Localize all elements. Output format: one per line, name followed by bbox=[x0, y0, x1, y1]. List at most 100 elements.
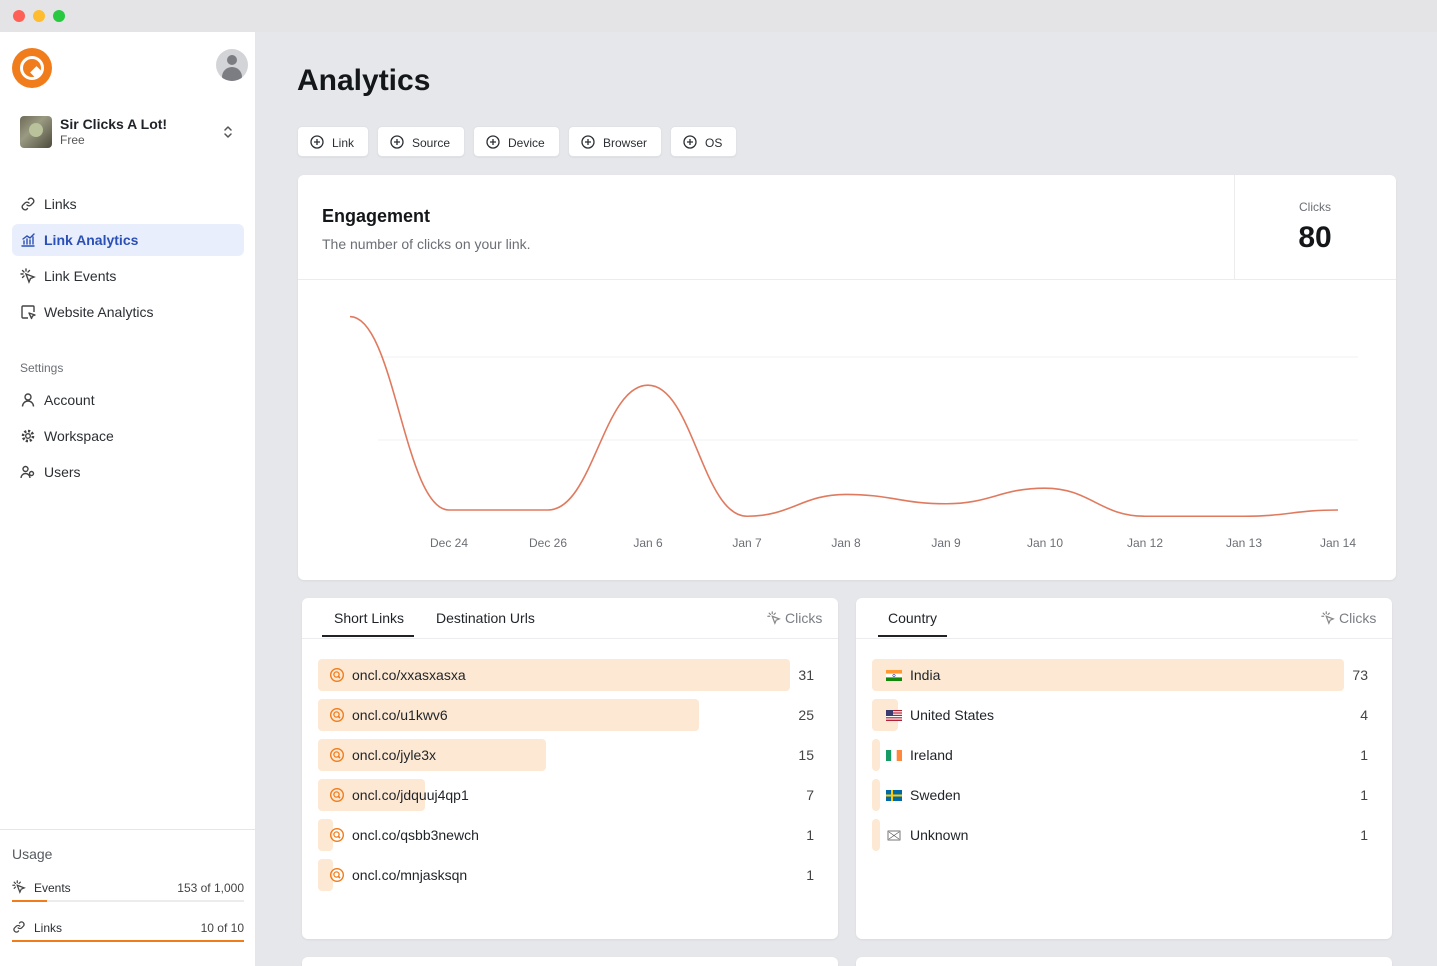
plus-circle-icon bbox=[581, 135, 595, 149]
x-tick-label: Dec 24 bbox=[430, 536, 468, 550]
sidebar-item-account[interactable]: Account bbox=[12, 384, 244, 416]
usage-links-label: Links bbox=[34, 921, 63, 935]
workspace-switcher[interactable]: Sir Clicks A Lot! Free bbox=[20, 116, 244, 148]
gear-icon bbox=[21, 429, 35, 443]
total-clicks-value: 80 bbox=[1298, 221, 1332, 254]
usage-events-progress bbox=[12, 900, 244, 902]
chevron-up-down-icon bbox=[224, 126, 232, 138]
user-avatar[interactable] bbox=[216, 49, 248, 81]
app-logo[interactable] bbox=[12, 48, 52, 88]
short-link-row[interactable]: oncl.co/qsbb3newch 1 bbox=[318, 819, 822, 851]
short-links-tabs: Short Links Destination Urls Clicks bbox=[302, 598, 838, 639]
settings-section-label: Settings bbox=[20, 361, 64, 375]
value-bar bbox=[872, 659, 1344, 691]
sparkle-click-icon bbox=[20, 268, 36, 284]
sidebar-item-workspace[interactable]: Workspace bbox=[12, 420, 244, 452]
short-link-url: oncl.co/mnjasksqn bbox=[352, 867, 468, 883]
country-tabs: Country Clicks bbox=[856, 598, 1392, 639]
plus-circle-icon bbox=[310, 135, 324, 149]
window-titlebar bbox=[0, 0, 1437, 32]
country-name: Unknown bbox=[910, 827, 969, 843]
click-count: 1 bbox=[806, 867, 814, 883]
link-icon bbox=[13, 921, 25, 933]
filter-source-button[interactable]: Source bbox=[377, 126, 465, 157]
x-tick-label: Jan 14 bbox=[1320, 536, 1356, 550]
filter-link-button[interactable]: Link bbox=[297, 126, 369, 157]
filter-browser-button[interactable]: Browser bbox=[568, 126, 662, 157]
short-link-row[interactable]: oncl.co/mnjasksqn 1 bbox=[318, 859, 822, 891]
favicon-icon bbox=[330, 828, 344, 842]
sidebar: Sir Clicks A Lot! Free Links Link Analyt… bbox=[0, 32, 256, 966]
minimize-window-button[interactable] bbox=[33, 10, 45, 22]
ireland-flag-icon bbox=[886, 750, 902, 761]
filter-device-button[interactable]: Device bbox=[473, 126, 560, 157]
country-row[interactable]: Sweden 1 bbox=[872, 779, 1376, 811]
country-row[interactable]: Ireland 1 bbox=[872, 739, 1376, 771]
users-icon bbox=[20, 465, 35, 479]
next-card-stub bbox=[856, 957, 1392, 966]
value-bar bbox=[318, 739, 547, 771]
short-link-row[interactable]: oncl.co/jyle3x 15 bbox=[318, 739, 822, 771]
sidebar-item-users[interactable]: Users bbox=[12, 456, 244, 488]
click-count: 1 bbox=[806, 827, 814, 843]
workspace-plan: Free bbox=[60, 133, 85, 147]
short-link-url: oncl.co/qsbb3newch bbox=[352, 827, 479, 843]
engagement-card: Engagement The number of clicks on your … bbox=[298, 175, 1396, 580]
user-icon bbox=[21, 393, 35, 407]
short-link-url: oncl.co/xxasxasxa bbox=[352, 667, 466, 683]
click-count: 1 bbox=[1360, 787, 1368, 803]
value-bar bbox=[872, 739, 880, 771]
x-tick-label: Jan 12 bbox=[1127, 536, 1163, 550]
country-name: Ireland bbox=[910, 747, 953, 763]
filter-os-button[interactable]: OS bbox=[670, 126, 737, 157]
close-window-button[interactable] bbox=[13, 10, 25, 22]
country-name: India bbox=[910, 667, 941, 683]
short-link-url: oncl.co/jdquuj4qp1 bbox=[352, 787, 469, 803]
sidebar-item-label: Website Analytics bbox=[44, 304, 154, 320]
short-link-row[interactable]: oncl.co/xxasxasxa 31 bbox=[318, 659, 822, 691]
workspace-name: Sir Clicks A Lot! bbox=[60, 116, 168, 132]
x-tick-label: Dec 26 bbox=[529, 536, 567, 550]
sweden-flag-icon bbox=[886, 790, 902, 801]
plus-circle-icon bbox=[683, 135, 697, 149]
engagement-title: Engagement bbox=[322, 206, 431, 226]
country-card: Country Clicks India 73 United States 4 Irel… bbox=[856, 598, 1392, 939]
short-link-row[interactable]: oncl.co/jdquuj4qp1 7 bbox=[318, 779, 822, 811]
sidebar-item-links[interactable]: Links bbox=[12, 188, 244, 220]
value-bar bbox=[872, 779, 880, 811]
engagement-line-chart: Dec 24 Dec 26 Jan 6 Jan 7 Jan 8 Jan 9 Jan 10 Ja… bbox=[349, 315, 1358, 550]
favicon-icon bbox=[330, 868, 344, 882]
sidebar-item-link-events[interactable]: Link Events bbox=[12, 260, 244, 292]
click-count: 73 bbox=[1352, 667, 1368, 683]
clicks-column-header: Clicks bbox=[767, 610, 822, 626]
sidebar-item-website-analytics[interactable]: Website Analytics bbox=[12, 296, 244, 328]
tab-short-links[interactable]: Short Links bbox=[334, 610, 405, 626]
click-count: 4 bbox=[1360, 707, 1368, 723]
sidebar-item-link-analytics[interactable]: Link Analytics bbox=[12, 224, 244, 256]
short-link-url: oncl.co/jyle3x bbox=[352, 747, 437, 763]
maximize-window-button[interactable] bbox=[53, 10, 65, 22]
usage-links-value: 10 of 10 bbox=[200, 921, 244, 935]
favicon-icon bbox=[330, 668, 344, 682]
click-count: 31 bbox=[798, 667, 814, 683]
engagement-subtitle: The number of clicks on your link. bbox=[322, 236, 531, 252]
usage-title: Usage bbox=[12, 846, 53, 862]
country-row[interactable]: Unknown 1 bbox=[872, 819, 1376, 851]
short-links-card: Short Links Destination Urls Clicks oncl… bbox=[302, 598, 838, 939]
click-count: 1 bbox=[1360, 747, 1368, 763]
workspace-avatar bbox=[20, 116, 52, 148]
country-name: United States bbox=[910, 707, 995, 723]
tab-country[interactable]: Country bbox=[888, 610, 938, 626]
x-tick-label: Jan 13 bbox=[1226, 536, 1262, 550]
value-bar bbox=[318, 779, 425, 811]
short-link-row[interactable]: oncl.co/u1kwv6 25 bbox=[318, 699, 822, 731]
favicon-icon bbox=[330, 748, 344, 762]
country-row[interactable]: United States 4 bbox=[872, 699, 1376, 731]
favicon-icon bbox=[330, 708, 344, 722]
country-row[interactable]: India 73 bbox=[872, 659, 1376, 691]
x-tick-label: Jan 8 bbox=[831, 536, 861, 550]
x-tick-label: Jan 7 bbox=[732, 536, 762, 550]
india-flag-icon bbox=[886, 670, 902, 681]
tab-destination-urls[interactable]: Destination Urls bbox=[436, 610, 535, 626]
sidebar-item-label: Account bbox=[44, 392, 95, 408]
